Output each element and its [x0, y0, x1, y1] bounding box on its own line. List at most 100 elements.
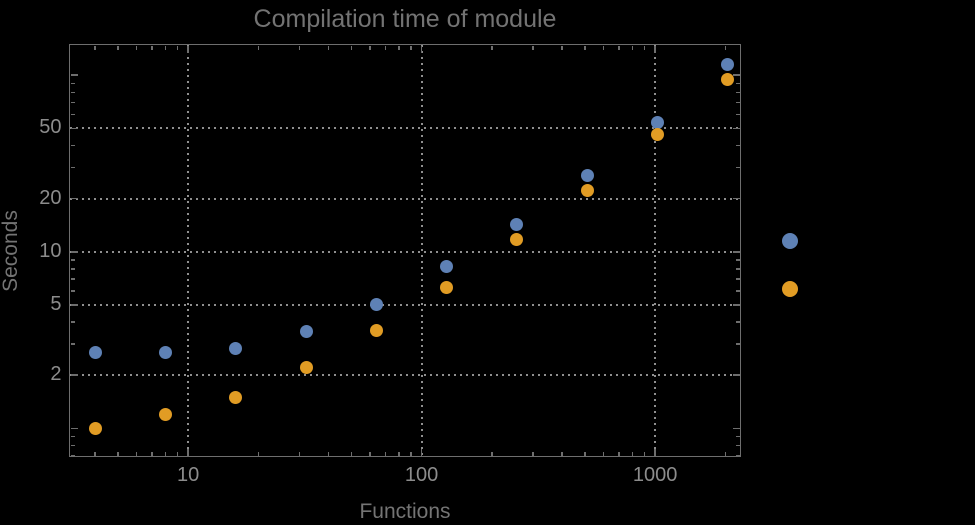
- y-tick: [71, 113, 75, 116]
- y-tick-label: 2: [50, 363, 62, 386]
- y-tick: [71, 278, 75, 280]
- x-axis-label: Functions: [359, 500, 451, 523]
- x-tick: [643, 46, 646, 50]
- y-gridline: [69, 250, 741, 253]
- x-tick: [327, 451, 330, 456]
- x-tick: [618, 451, 620, 456]
- y-tick: [71, 374, 78, 376]
- x-tick: [398, 46, 400, 50]
- x-tick: [561, 451, 563, 456]
- data-point-blue-series: [650, 115, 664, 129]
- x-tick: [532, 46, 534, 50]
- y-tick: [732, 427, 740, 430]
- y-tick-label: 5: [50, 292, 62, 315]
- x-gridline: [187, 44, 190, 457]
- y-tick: [735, 268, 740, 270]
- y-tick: [71, 82, 75, 84]
- y-tick: [735, 343, 740, 345]
- x-tick: [135, 46, 138, 50]
- data-point-orange-series: [580, 183, 594, 197]
- data-point-orange-series: [88, 421, 102, 435]
- x-gridline: [654, 44, 657, 457]
- y-tick-label: 10: [39, 239, 62, 262]
- x-tick: [420, 448, 423, 456]
- y-tick: [71, 101, 75, 104]
- x-tick: [327, 46, 330, 50]
- data-point-blue-series: [510, 218, 524, 232]
- y-tick: [735, 321, 740, 323]
- data-point-orange-series: [158, 407, 172, 421]
- data-point-blue-series: [158, 345, 172, 359]
- y-tick-label: 50: [39, 116, 62, 139]
- y-tick: [71, 197, 78, 200]
- x-tick: [631, 451, 634, 456]
- y-gridline: [69, 127, 741, 130]
- x-tick-label: 10: [176, 464, 200, 486]
- x-tick: [257, 46, 260, 50]
- y-tick: [735, 290, 740, 292]
- data-point-orange-series: [721, 72, 735, 86]
- x-gridline: [420, 44, 423, 457]
- x-tick: [398, 451, 400, 456]
- x-tick: [135, 451, 138, 456]
- y-tick: [732, 127, 740, 130]
- data-point-orange-series: [650, 128, 664, 142]
- x-tick: [384, 451, 387, 456]
- data-point-orange-series: [229, 390, 243, 404]
- x-tick: [350, 451, 353, 456]
- data-point-blue-series: [229, 341, 243, 355]
- x-tick: [532, 451, 534, 456]
- x-tick: [584, 46, 586, 50]
- x-tick: [369, 46, 371, 50]
- y-gridline: [69, 303, 741, 306]
- x-tick: [350, 46, 353, 50]
- x-tick: [151, 451, 153, 456]
- x-tick: [298, 46, 301, 50]
- y-tick: [732, 74, 740, 76]
- x-tick-label: 100: [404, 464, 439, 486]
- x-tick: [187, 448, 189, 456]
- legend-marker: [782, 233, 798, 249]
- y-tick: [71, 166, 75, 169]
- x-tick: [654, 448, 656, 456]
- legend-marker: [782, 281, 798, 297]
- data-point-orange-series: [369, 323, 383, 337]
- data-point-blue-series: [369, 297, 383, 311]
- x-tick: [602, 46, 605, 50]
- y-tick: [732, 197, 740, 200]
- y-tick: [732, 251, 740, 253]
- x-tick: [584, 451, 586, 456]
- y-tick: [735, 82, 740, 84]
- x-tick: [643, 451, 646, 456]
- y-tick: [71, 290, 75, 292]
- y-tick: [71, 321, 75, 323]
- y-tick: [735, 454, 740, 457]
- y-tick: [735, 144, 740, 147]
- y-tick: [71, 74, 78, 76]
- y-tick-label: 20: [39, 186, 62, 209]
- y-tick: [71, 435, 75, 438]
- x-tick: [491, 451, 493, 456]
- x-tick: [176, 46, 179, 50]
- x-tick: [654, 46, 656, 53]
- data-point-blue-series: [299, 324, 313, 338]
- x-tick: [384, 46, 387, 50]
- x-tick: [369, 451, 371, 456]
- x-tick: [117, 46, 119, 50]
- y-tick: [71, 259, 75, 261]
- data-point-blue-series: [88, 345, 102, 359]
- x-tick: [410, 451, 412, 456]
- y-tick: [71, 251, 78, 253]
- y-tick: [71, 427, 78, 430]
- x-tick: [420, 46, 423, 53]
- y-tick: [735, 278, 740, 280]
- y-tick: [735, 101, 740, 104]
- y-tick: [71, 444, 75, 447]
- y-tick: [71, 91, 75, 94]
- x-tick: [164, 46, 167, 50]
- y-tick: [71, 304, 78, 306]
- y-tick: [71, 268, 75, 270]
- y-tick: [735, 166, 740, 169]
- x-tick: [164, 451, 167, 456]
